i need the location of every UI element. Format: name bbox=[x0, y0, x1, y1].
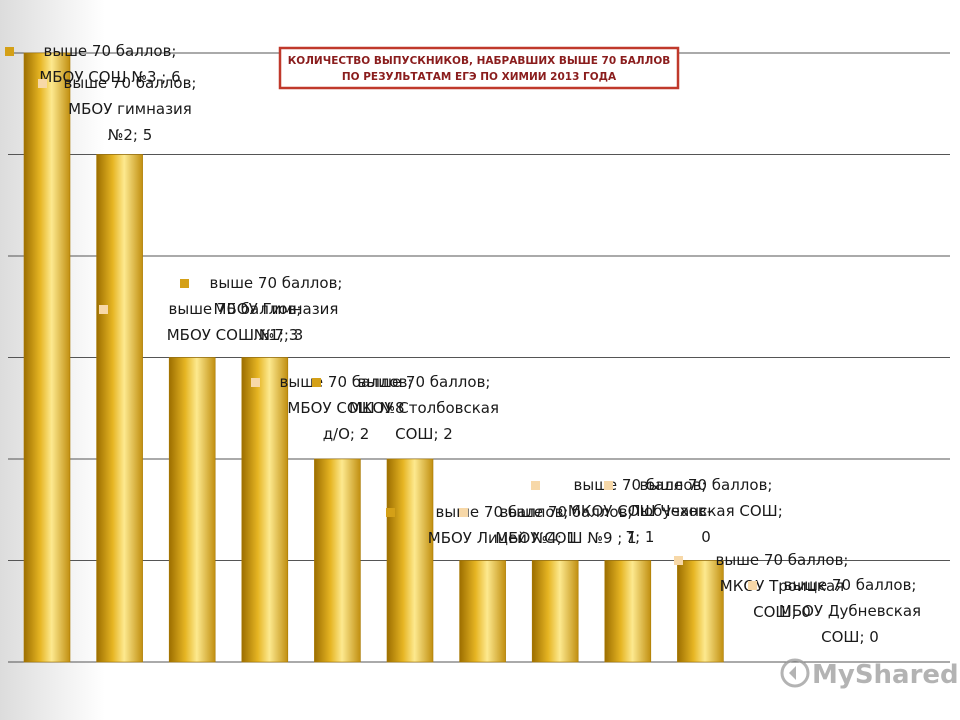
data-label-line: выше 70 баллов; bbox=[436, 503, 569, 521]
bar bbox=[677, 560, 724, 663]
data-label: выше 70 баллов; МБОУ СОШ №7; 3 bbox=[99, 300, 303, 344]
data-label-line: 7; 1 bbox=[626, 528, 655, 546]
watermark-logo-icon bbox=[780, 658, 810, 688]
data-label: выше 70 баллов; МБОУ СОШ №9 ; 1 bbox=[459, 503, 637, 547]
data-label-line: д/О; 2 bbox=[323, 425, 370, 443]
data-label-line: МБОУ Гимназия bbox=[214, 300, 339, 318]
watermark-text: MyShared bbox=[812, 660, 959, 690]
data-label-line: СОШ; 2 bbox=[395, 425, 453, 443]
data-label-line: выше 70 баллов; bbox=[210, 274, 343, 292]
watermark: MyShared bbox=[780, 658, 959, 690]
data-label-line: МБОУ СОШ №9 ; 1 bbox=[495, 529, 636, 547]
legend-marker-icon bbox=[604, 481, 613, 490]
legend-marker-icon bbox=[459, 508, 468, 517]
data-label-line: МБОУ гимназия bbox=[68, 100, 192, 118]
data-label-line: МКОУ СОШ Чехов- bbox=[568, 502, 712, 520]
data-label-line: Любучанская СОШ; bbox=[629, 502, 783, 520]
data-label: выше 70 баллов; МБОУ гимназия №2; 5 bbox=[38, 74, 196, 144]
data-label-line: выше 70 баллов; bbox=[358, 373, 491, 391]
data-label: выше 70 баллов; МКОУ Столбовская СОШ; 2 bbox=[312, 373, 499, 443]
chart-title-line-2: ПО РЕЗУЛЬТАТАМ ЕГЭ ПО ХИМИИ 2013 ГОДА bbox=[342, 71, 617, 83]
bar bbox=[241, 357, 289, 663]
bar bbox=[604, 560, 652, 663]
data-label: выше 70 баллов; МБОУ СОШ №3 ; 6 bbox=[5, 42, 181, 86]
legend-marker-icon bbox=[674, 556, 683, 565]
bar bbox=[386, 458, 434, 663]
bar bbox=[314, 458, 361, 663]
data-label-line: МБОУ СОШ №8 bbox=[287, 399, 404, 417]
chart-title-box bbox=[278, 46, 680, 90]
bar bbox=[168, 357, 216, 663]
chart-title: КОЛИЧЕСТВО ВЫПУСКНИКОВ, НАБРАВШИХ ВЫШЕ 7… bbox=[278, 46, 680, 90]
data-label-line: выше 70 баллов; bbox=[64, 74, 197, 92]
data-label-line: №1; 3 bbox=[254, 326, 299, 344]
bar bbox=[459, 560, 506, 663]
data-label-line: СОШ; 0 bbox=[821, 628, 879, 646]
data-label-line: МБОУ СОШ №7; 3 bbox=[167, 326, 304, 344]
watermark-logo-icon-arrow bbox=[789, 666, 796, 680]
legend-marker-icon bbox=[386, 508, 395, 517]
legend-marker-icon bbox=[251, 378, 260, 387]
data-label-line: МБОУ Дубневская bbox=[779, 602, 921, 620]
data-label-line: выше 70 баллов; bbox=[44, 42, 177, 60]
data-label: выше 70 баллов; Любучанская СОШ; 0 bbox=[604, 476, 783, 546]
data-label-line: 0 bbox=[701, 528, 711, 546]
data-label: выше 70 баллов; МБОУ Лицей №4; 1 bbox=[386, 503, 576, 547]
bar bbox=[96, 154, 143, 663]
data-label-line: выше 70 баллов; bbox=[716, 551, 849, 569]
bar bbox=[23, 52, 71, 663]
data-label-line: выше 70 баллов; bbox=[640, 476, 773, 494]
data-label-line: выше 70 баллов; bbox=[784, 576, 917, 594]
data-label-line: МБОУ Лицей №4; 1 bbox=[428, 529, 576, 547]
bars bbox=[23, 52, 724, 663]
legend-marker-icon bbox=[180, 279, 189, 288]
data-label: выше 70 баллов; МБОУ Гимназия №1; 3 bbox=[180, 274, 342, 344]
data-label-line: выше 70 баллов; bbox=[169, 300, 302, 318]
legend-marker-icon bbox=[312, 378, 321, 387]
legend-marker-icon bbox=[748, 581, 757, 590]
chart-title-line-1: КОЛИЧЕСТВО ВЫПУСКНИКОВ, НАБРАВШИХ ВЫШЕ 7… bbox=[288, 55, 671, 67]
data-label-line: МКОУ Столбовская bbox=[349, 399, 499, 417]
legend-marker-icon bbox=[99, 305, 108, 314]
data-label-line: СОШ; 0 bbox=[753, 603, 811, 621]
legend-marker-icon bbox=[5, 47, 14, 56]
legend-marker-icon bbox=[531, 481, 540, 490]
data-label-line: выше 70 баллов; bbox=[500, 503, 633, 521]
data-label-line: МБОУ СОШ №3 ; 6 bbox=[39, 68, 180, 86]
bar bbox=[531, 560, 579, 663]
legend-marker-icon bbox=[38, 79, 47, 88]
data-label-line: №2; 5 bbox=[108, 126, 153, 144]
